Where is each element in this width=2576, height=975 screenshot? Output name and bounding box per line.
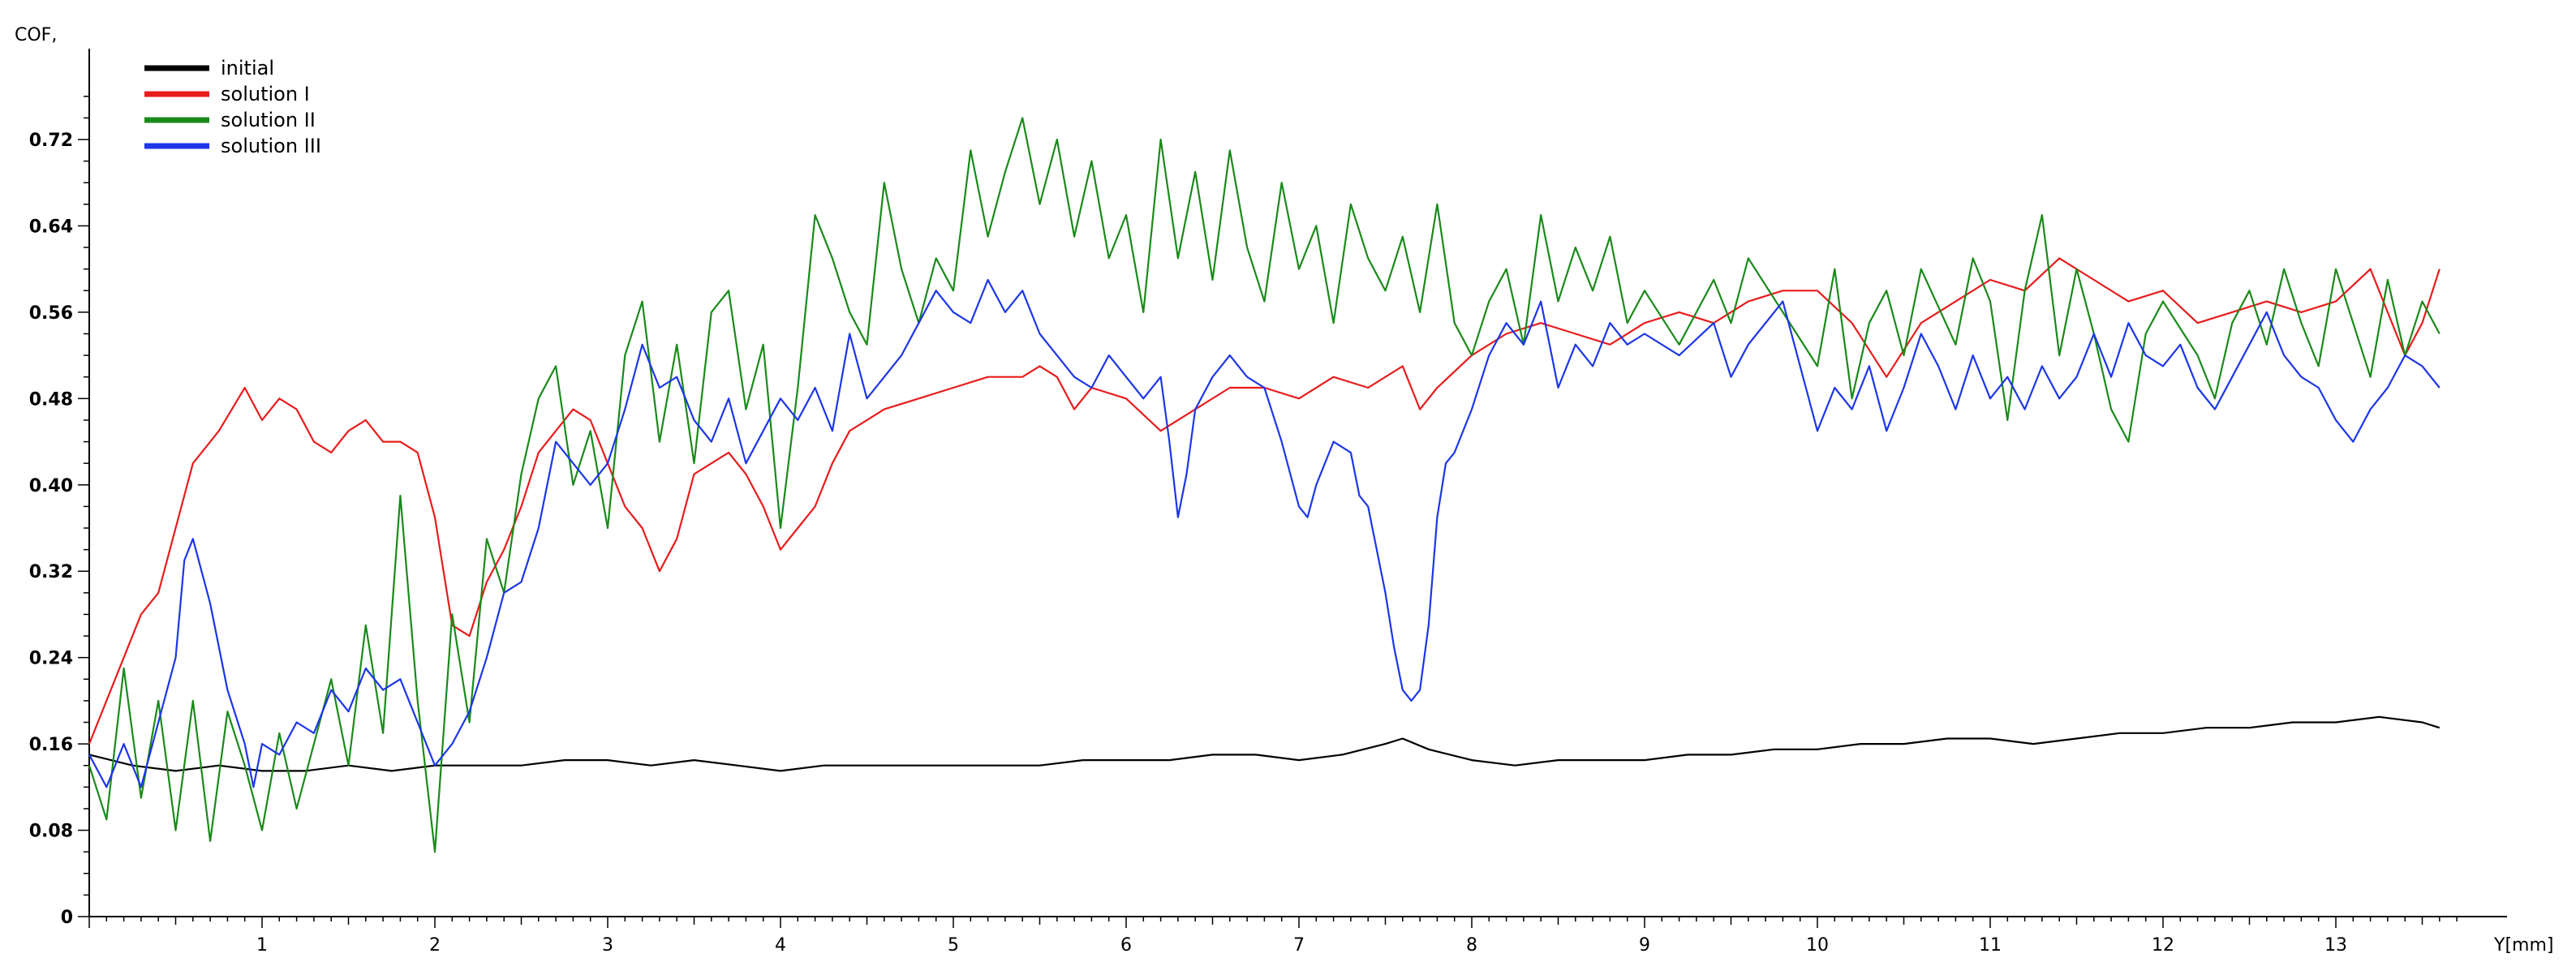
y-tick-label: 0.16 bbox=[29, 735, 73, 755]
y-tick-label: 0.32 bbox=[29, 562, 73, 582]
legend-label: solution III bbox=[221, 135, 321, 157]
y-tick-label: 0.08 bbox=[29, 822, 73, 842]
x-tick-label: 2 bbox=[429, 935, 441, 956]
series-line-initial bbox=[88, 715, 2441, 772]
y-tick-label: 0.40 bbox=[29, 476, 73, 496]
x-tick-label: 13 bbox=[2324, 935, 2347, 956]
axis-tick-labels: 1 2 3 4 5 6 7 8 9 10 11 12 1300.080.160.240.320.400.… bbox=[29, 131, 2347, 956]
x-tick-label: 5 bbox=[948, 935, 959, 956]
series-lines bbox=[88, 117, 2441, 853]
x-tick-label: 12 bbox=[2152, 935, 2174, 956]
x-tick-label: 10 bbox=[1806, 935, 1829, 956]
series-line-solution-i bbox=[88, 257, 2441, 745]
x-tick-label: 11 bbox=[1979, 935, 2002, 956]
legend-label: initial bbox=[221, 57, 274, 79]
series-line-solution-ii bbox=[88, 117, 2441, 853]
y-tick-label: 0 bbox=[61, 908, 73, 928]
legend: initial solution I solution II solution III bbox=[144, 57, 321, 157]
x-axis-label: Y[mm] bbox=[2493, 935, 2553, 956]
y-tick-label: 0.64 bbox=[29, 217, 73, 237]
y-tick-label: 0.48 bbox=[29, 389, 73, 410]
y-tick-label: 0.24 bbox=[29, 649, 73, 669]
axis-ticks bbox=[78, 96, 2458, 928]
series-line-solution-iii bbox=[88, 278, 2441, 788]
x-tick-label: 4 bbox=[775, 935, 786, 956]
legend-label: solution I bbox=[221, 83, 310, 105]
x-tick-label: 6 bbox=[1120, 935, 1132, 956]
x-tick-label: 8 bbox=[1466, 935, 1477, 956]
x-tick-label: 7 bbox=[1293, 935, 1305, 956]
y-axis-label: COF, bbox=[15, 25, 57, 45]
x-tick-label: 1 bbox=[256, 935, 268, 956]
y-tick-label: 0.72 bbox=[29, 131, 73, 151]
axes bbox=[88, 49, 2507, 917]
x-tick-label: 9 bbox=[1639, 935, 1650, 956]
y-tick-label: 0.56 bbox=[29, 303, 73, 324]
x-tick-label: 3 bbox=[602, 935, 613, 956]
legend-label: solution II bbox=[221, 109, 316, 131]
